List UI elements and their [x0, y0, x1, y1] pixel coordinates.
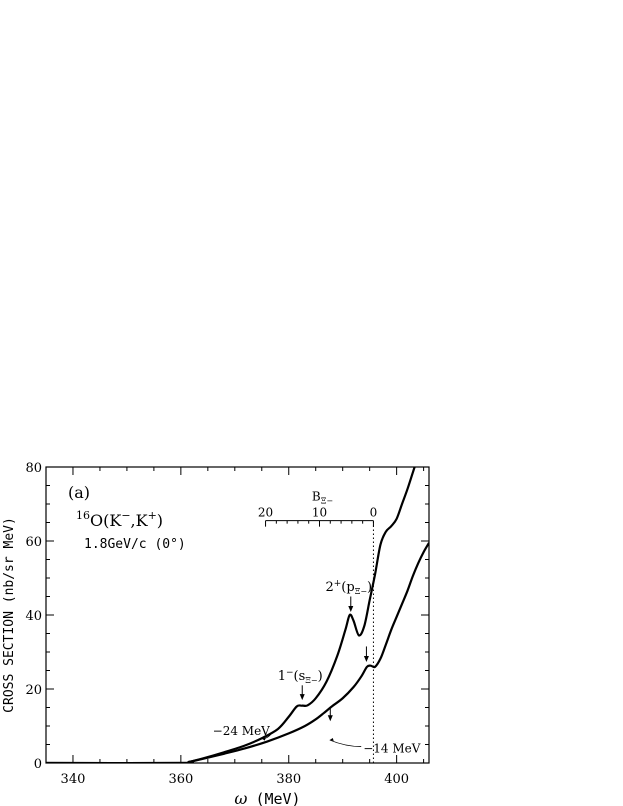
curve-label-leader-head	[329, 738, 334, 742]
peak-arrow-head	[327, 715, 333, 722]
x-tick-label: 360	[168, 772, 193, 787]
y-tick-label: 60	[25, 535, 42, 550]
beam-label: 1.8GeV/c (0°)	[84, 537, 186, 552]
reaction-sup2: +	[148, 509, 157, 522]
b-axis-tick-label: 20	[258, 506, 273, 520]
annotation-2plus-p: 2+(pΞ−)	[325, 579, 372, 596]
x-tick-label: 400	[384, 772, 409, 787]
series-line-0	[46, 467, 416, 763]
series-line-1	[46, 542, 429, 763]
curve-label-minus24: −24 MeV	[213, 724, 271, 738]
curve-label-leader-head	[261, 737, 266, 741]
b-axis-tick-label: 10	[312, 506, 327, 520]
x-axis-symbol: ω	[234, 789, 247, 806]
curve-label-minus14: −14 MeV	[363, 742, 421, 756]
y-tick-label: 80	[25, 461, 42, 476]
reaction-main: O(K	[90, 511, 122, 530]
peak-arrow-head	[363, 655, 369, 662]
reaction-label: 16O(K−,K+)	[76, 509, 163, 530]
curves-layer	[46, 467, 429, 763]
annotations-layer	[261, 596, 369, 747]
x-axis-unit: (MeV)	[255, 790, 300, 806]
b-axis-label-sub: Ξ−	[321, 497, 333, 506]
y-tick-label: 40	[25, 609, 42, 624]
reaction-prefix: 16	[76, 509, 90, 522]
annotation-1minus-s: 1−(sΞ−)	[278, 668, 323, 685]
reaction-end: )	[157, 511, 163, 530]
reaction-mid: ,K	[131, 511, 149, 530]
x-tick-label: 340	[61, 772, 86, 787]
peak-arrow-head	[299, 694, 305, 701]
peak-arrow-head	[348, 606, 354, 613]
x-axis-title: ω (MeV)	[234, 789, 300, 806]
series-group	[46, 467, 429, 763]
curve-label-leader	[329, 739, 362, 747]
b-axis-label-main: B	[312, 490, 321, 504]
reaction-sup1: −	[121, 509, 130, 522]
chart-frame-layer: 340 360 380 400 0 20 40 60 80 20 10 0	[25, 461, 430, 787]
y-tick-label: 20	[25, 683, 42, 698]
panel-label: (a)	[68, 483, 90, 502]
b-axis-tick-label: 0	[370, 506, 378, 520]
b-axis-label: BΞ−	[312, 490, 333, 506]
x-tick-label: 380	[276, 772, 301, 787]
y-tick-label: 0	[34, 757, 42, 772]
y-axis-title: CROSS SECTION (nb/sr MeV)	[2, 517, 17, 713]
